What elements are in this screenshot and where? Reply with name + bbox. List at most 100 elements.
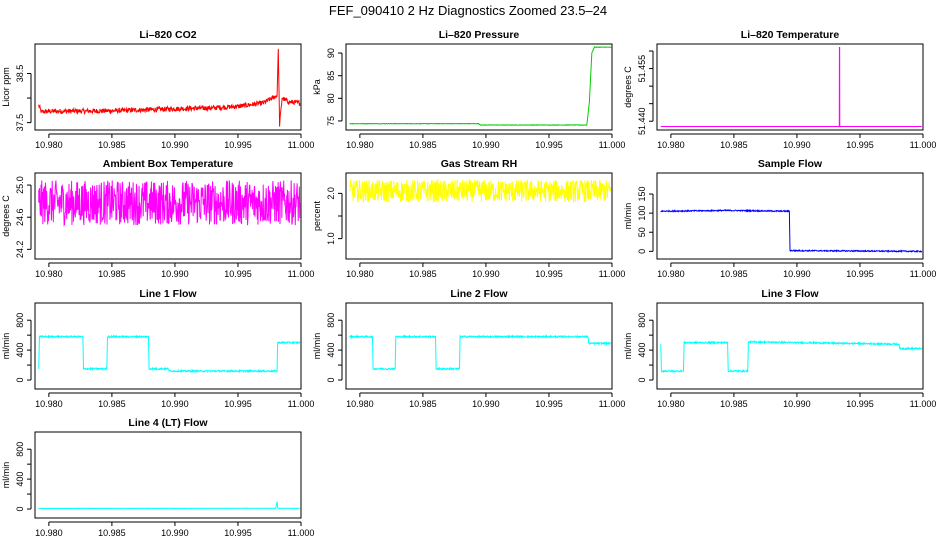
x-tick-label: 10.990 <box>783 140 811 150</box>
x-tick-label: 10.980 <box>657 140 685 150</box>
plot-frame <box>656 172 924 260</box>
x-tick-label: 11.000 <box>599 399 626 409</box>
x-tick-label: 10.990 <box>161 269 189 279</box>
x-tick-label: 10.980 <box>35 269 63 279</box>
y-tick-label: 800 <box>15 442 25 457</box>
panel-4: Ambient Box Temperature degrees C 10.980 10… <box>1 158 314 279</box>
x-tick-label: 10.980 <box>346 140 374 150</box>
panel-8: Line 2 Flow ml/min 10.980 10.985 10.990 10.99… <box>312 288 625 409</box>
x-tick-label: 11.000 <box>288 528 315 538</box>
x-tick-label: 10.985 <box>409 269 437 279</box>
x-tick-label: 10.995 <box>224 140 252 150</box>
panel-title: Li–820 Pressure <box>439 29 520 41</box>
y-tick-label: 37.5 <box>15 114 25 132</box>
series-line <box>349 45 612 126</box>
y-tick-label: 51.455 <box>637 55 647 83</box>
y-axis-label: ml/min <box>623 333 633 360</box>
series-line <box>660 339 923 373</box>
x-tick-label: 10.985 <box>98 269 126 279</box>
x-tick-label: 10.985 <box>720 140 748 150</box>
x-tick-label: 10.990 <box>783 269 811 279</box>
y-axis-label: degrees C <box>623 66 633 108</box>
panel-title: Ambient Box Temperature <box>103 158 234 170</box>
y-tick-label: 150 <box>637 187 647 202</box>
x-tick-label: 10.995 <box>846 269 874 279</box>
y-tick-label: 1.0 <box>326 232 336 245</box>
x-tick-label: 10.985 <box>409 140 437 150</box>
y-tick-label: 800 <box>326 313 336 328</box>
x-tick-label: 10.995 <box>846 140 874 150</box>
panel-title: Line 2 Flow <box>450 288 508 300</box>
series-line <box>38 501 300 510</box>
x-tick-label: 10.985 <box>720 399 748 409</box>
y-axis-label: ml/min <box>1 462 11 489</box>
x-tick-label: 10.995 <box>535 140 563 150</box>
x-tick-label: 11.000 <box>288 140 315 150</box>
series-line <box>38 334 301 374</box>
x-tick-label: 10.985 <box>98 399 126 409</box>
y-tick-label: 0 <box>637 249 647 254</box>
y-tick-label: 0 <box>637 378 647 383</box>
y-tick-label: 0 <box>326 378 336 383</box>
y-tick-label: 400 <box>15 343 25 358</box>
y-tick-label: 400 <box>637 343 647 358</box>
x-tick-label: 11.000 <box>910 399 936 409</box>
plot-frame <box>345 43 613 131</box>
panels: Li–820 CO2 Licor ppm 10.980 10.985 10.990 10.… <box>1 29 936 538</box>
x-tick-label: 10.985 <box>98 528 126 538</box>
plot-frame <box>656 302 924 390</box>
panel-5: Gas Stream RH percent 10.980 10.985 10.990 10… <box>312 158 625 279</box>
panel-title: Gas Stream RH <box>441 158 517 170</box>
y-tick-label: 400 <box>326 343 336 358</box>
y-tick-label: 50 <box>637 227 647 237</box>
y-axis-label: degrees C <box>1 195 11 237</box>
series-line <box>38 180 301 227</box>
figure-title: FEF_090410 2 Hz Diagnostics Zoomed 23.5–… <box>329 3 607 18</box>
panel-title: Sample Flow <box>758 158 823 170</box>
x-tick-label: 10.980 <box>346 269 374 279</box>
x-tick-label: 10.995 <box>846 399 874 409</box>
panel-3: Li–820 Temperature degrees C 10.980 10.985 1… <box>623 29 936 150</box>
x-tick-label: 10.990 <box>161 399 189 409</box>
plot-frame <box>34 302 302 390</box>
panel-1: Li–820 CO2 Licor ppm 10.980 10.985 10.990 10.… <box>1 29 314 150</box>
panel-title: Line 4 (LT) Flow <box>128 417 208 429</box>
y-tick-label: 85 <box>326 71 336 81</box>
x-tick-label: 10.980 <box>35 528 63 538</box>
y-axis-label: ml/min <box>1 333 11 360</box>
x-tick-label: 10.990 <box>161 140 189 150</box>
y-tick-label: 75 <box>326 116 336 126</box>
y-tick-label: 24.6 <box>15 208 25 226</box>
x-tick-label: 10.990 <box>472 140 500 150</box>
plot-frame <box>656 43 924 131</box>
x-tick-label: 10.985 <box>409 399 437 409</box>
x-tick-label: 10.995 <box>535 269 563 279</box>
plot-frame <box>34 431 302 519</box>
series-line <box>349 334 612 371</box>
y-tick-label: 24.2 <box>15 241 25 259</box>
plot-frame <box>345 172 613 260</box>
y-tick-label: 25.0 <box>15 176 25 194</box>
panel-2: Li–820 Pressure kPa 10.980 10.985 10.990 10.9… <box>312 29 625 150</box>
y-axis-label: kPa <box>312 79 322 95</box>
series-line <box>660 208 923 254</box>
y-tick-label: 90 <box>326 48 336 58</box>
panel-title: Line 3 Flow <box>761 288 819 300</box>
x-tick-label: 10.995 <box>224 269 252 279</box>
x-tick-label: 10.980 <box>346 399 374 409</box>
x-tick-label: 10.985 <box>720 269 748 279</box>
series-line <box>38 48 301 127</box>
series-line <box>660 47 922 127</box>
y-tick-label: 800 <box>637 313 647 328</box>
x-tick-label: 10.990 <box>472 399 500 409</box>
y-axis-label: percent <box>312 200 322 231</box>
panel-title: Line 1 Flow <box>139 288 197 300</box>
y-tick-label: 800 <box>15 313 25 328</box>
plot-frame <box>34 172 302 260</box>
panel-7: Line 1 Flow ml/min 10.980 10.985 10.990 10.99… <box>1 288 314 409</box>
x-tick-label: 11.000 <box>910 140 936 150</box>
panel-9: Line 3 Flow ml/min 10.980 10.985 10.990 10.99… <box>623 288 936 409</box>
x-tick-label: 10.980 <box>35 399 63 409</box>
x-tick-label: 10.980 <box>657 269 685 279</box>
